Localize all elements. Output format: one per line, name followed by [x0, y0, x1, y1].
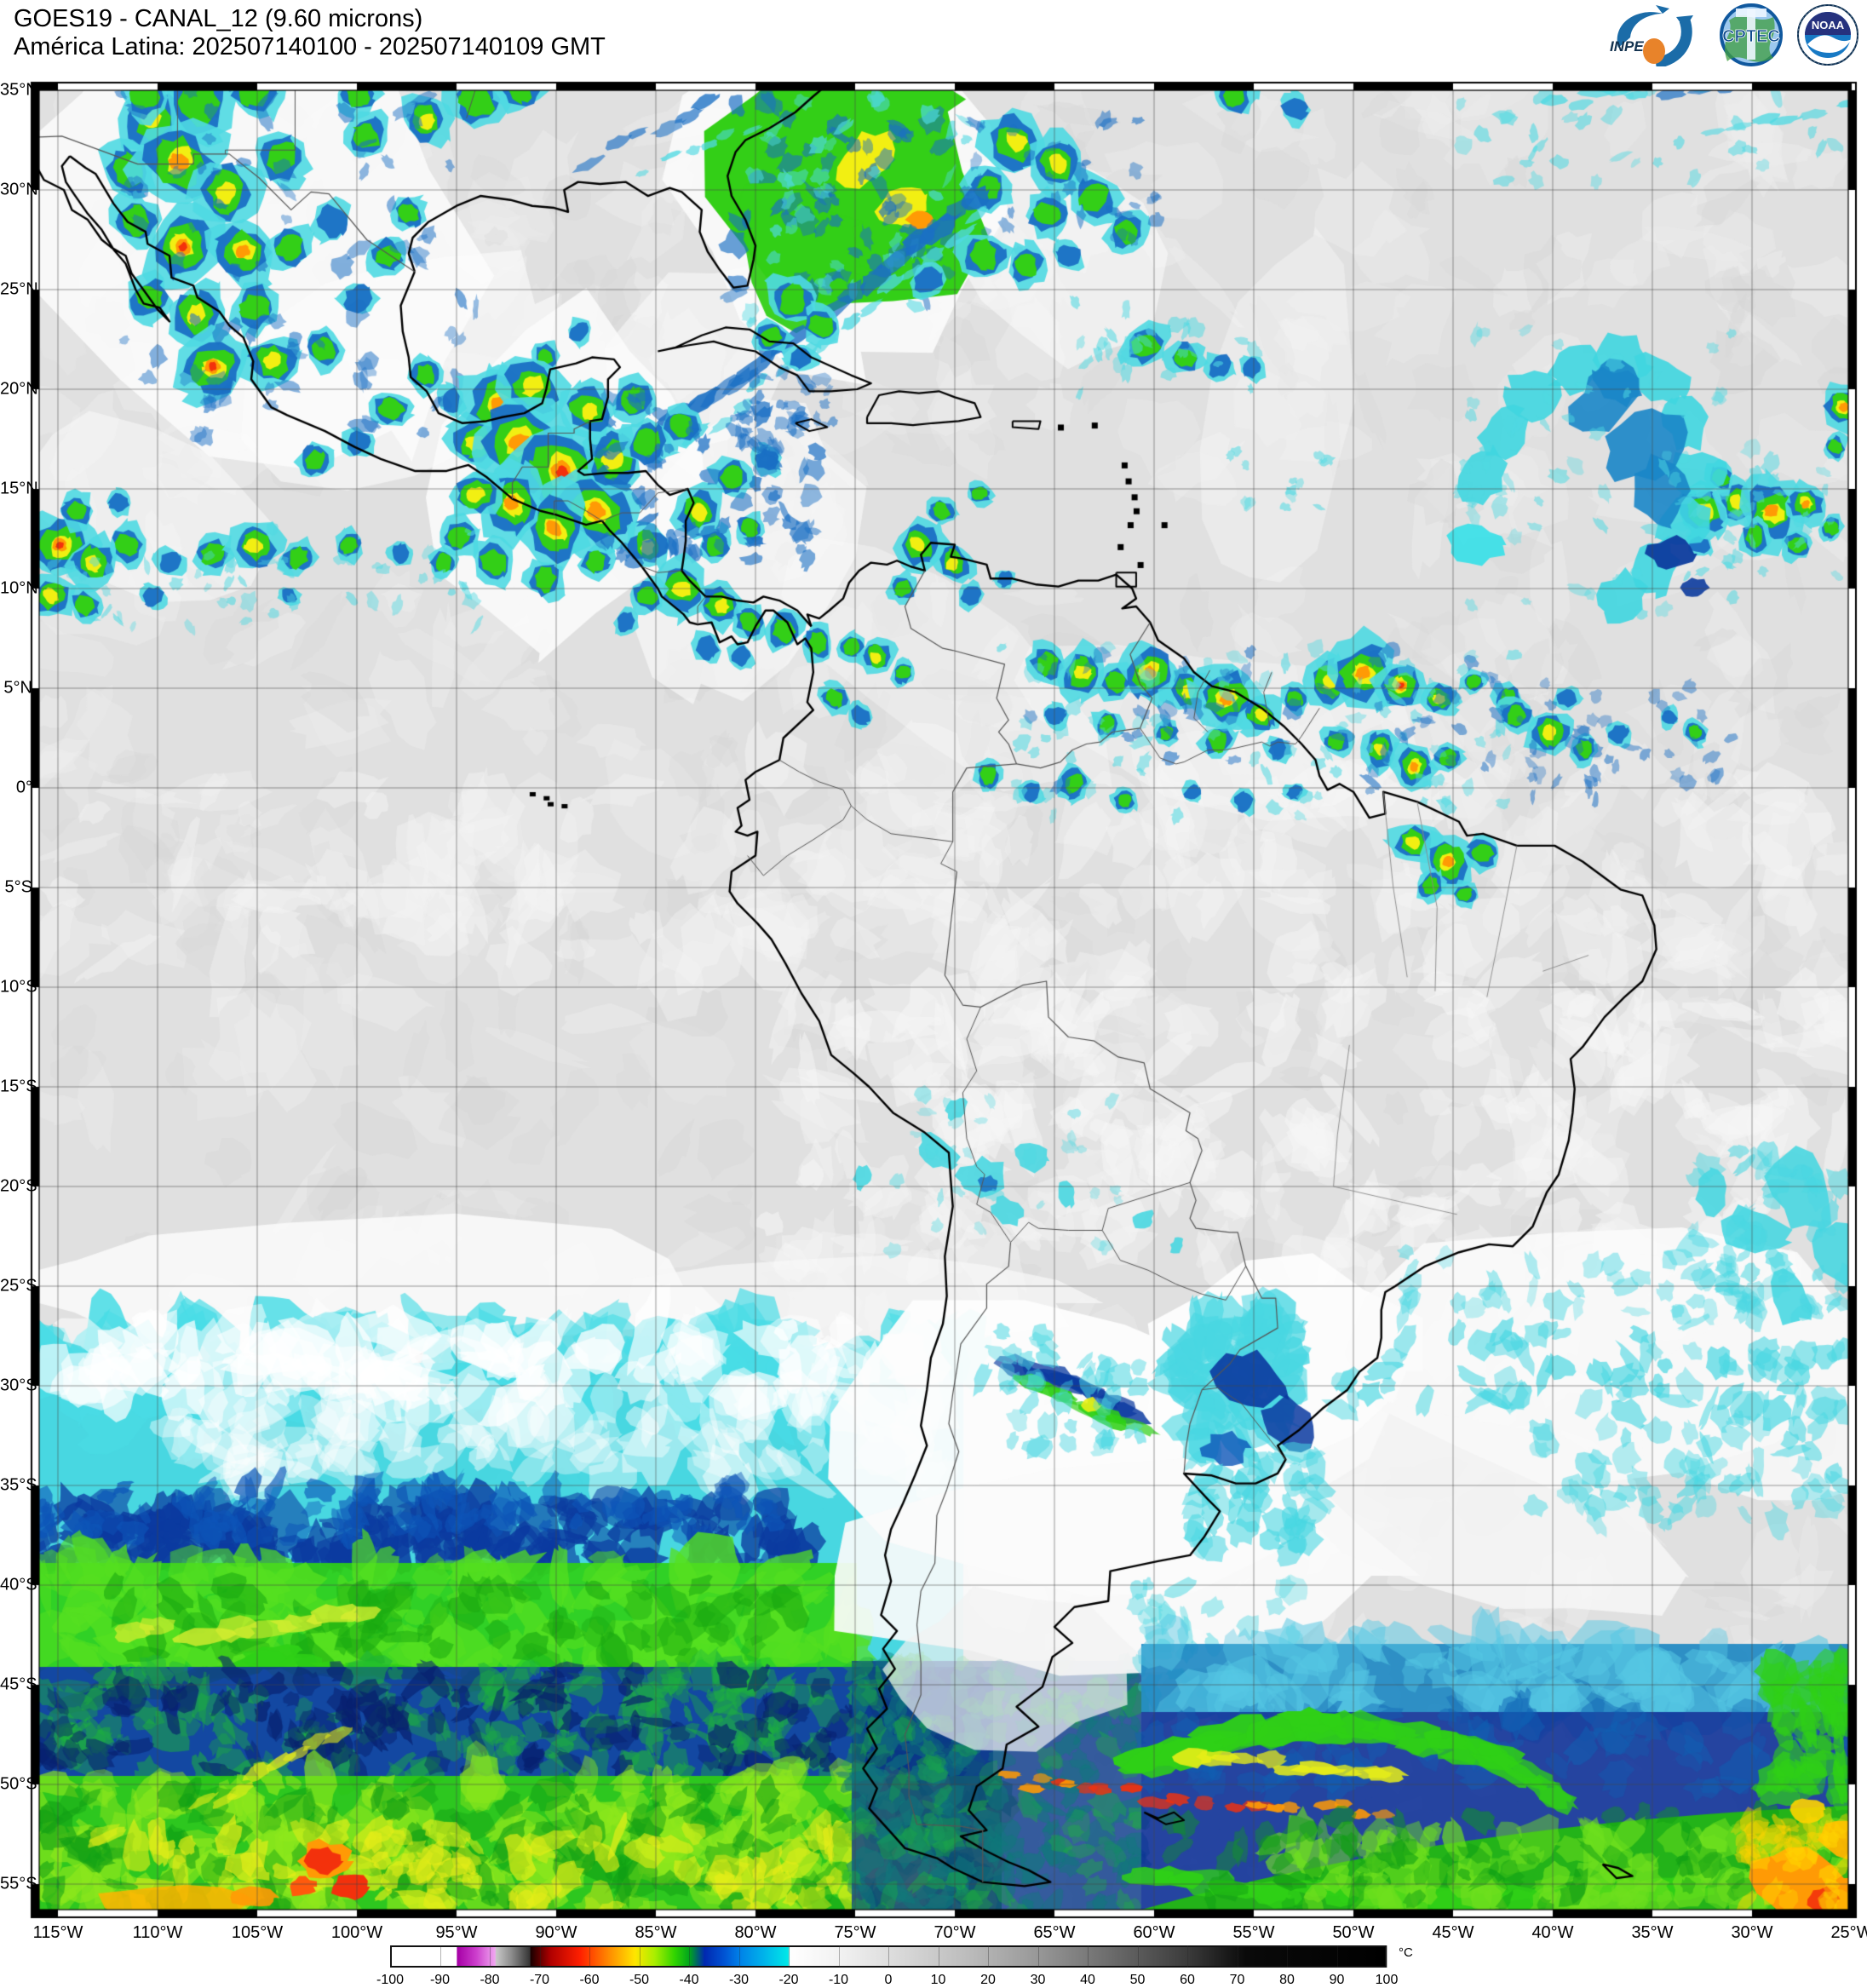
lon-label: 85°W — [635, 1923, 677, 1942]
colorbar-tick-label: 0 — [884, 1973, 893, 1987]
lon-label: 30°W — [1731, 1923, 1773, 1942]
agency-logos: INPE CPTEC NOAA — [1606, 3, 1860, 66]
colorbar-tick-label: -50 — [629, 1973, 650, 1987]
lon-label: 75°W — [834, 1923, 876, 1942]
colorbar-tick-label: 40 — [1080, 1973, 1095, 1987]
product-time-range: América Latina: 202507140100 - 202507140… — [14, 33, 606, 60]
lon-label: 80°W — [734, 1923, 777, 1942]
lat-label: 5°N — [3, 678, 32, 698]
lon-label: 25°W — [1830, 1923, 1867, 1942]
colorbar-tick — [838, 1945, 840, 1968]
lon-label: 65°W — [1033, 1923, 1076, 1942]
lon-label: 100°W — [330, 1923, 383, 1942]
colorbar-tick-label: 30 — [1030, 1973, 1046, 1987]
lat-label: 15°S — [0, 1077, 37, 1096]
colorbar-tick — [1088, 1945, 1089, 1968]
colorbar-gradient — [390, 1945, 1387, 1968]
lat-label: 35°N — [0, 80, 38, 100]
lon-label: 55°W — [1232, 1923, 1275, 1942]
colorbar-tick-label: -100 — [376, 1973, 405, 1987]
colorbar-tick — [1137, 1945, 1139, 1968]
colorbar-tick-label: -30 — [728, 1973, 750, 1987]
lat-label: 0° — [15, 778, 32, 797]
temperature-colorbar: -100 -90 -80 -70 -60 -50 -40 -30 -20 -10 0 10 20 30 40… — [376, 1945, 1413, 1987]
colorbar-tick-label: 50 — [1129, 1973, 1146, 1987]
lat-label: 30°N — [0, 180, 38, 199]
title-block: GOES19 - CANAL_12 (9.60 microns) América… — [14, 5, 606, 61]
lat-label: 10°N — [0, 578, 38, 598]
colorbar-tick-label: 80 — [1279, 1973, 1295, 1987]
colorbar-tick — [738, 1945, 740, 1968]
lat-label: 25°S — [0, 1276, 37, 1296]
product-title: GOES19 - CANAL_12 (9.60 microns) — [14, 5, 423, 32]
colorbar-unit: °C — [1399, 1945, 1413, 1960]
lat-label: 25°N — [0, 279, 38, 299]
lat-label: 5°S — [4, 877, 32, 897]
colorbar-tick — [539, 1945, 541, 1968]
colorbar-tick-label: -10 — [828, 1973, 849, 1987]
lon-label: 110°W — [132, 1923, 183, 1942]
colorbar-tick-label: -20 — [778, 1973, 799, 1987]
colorbar-tick-label: 70 — [1229, 1973, 1245, 1987]
lat-label: 20°S — [0, 1176, 37, 1196]
colorbar-tick — [639, 1945, 641, 1968]
lat-label: 10°S — [0, 977, 37, 997]
colorbar-tick — [988, 1945, 989, 1968]
colorbar-tick-label: 100 — [1375, 1973, 1399, 1987]
colorbar-tick-label: 20 — [980, 1973, 996, 1987]
lat-label: 35°S — [0, 1475, 37, 1495]
colorbar-tick — [1187, 1945, 1188, 1968]
colorbar-tick-label: -40 — [679, 1973, 699, 1987]
lon-label: 95°W — [435, 1923, 478, 1942]
lat-label: 20°N — [0, 379, 38, 399]
colorbar-tick — [439, 1945, 441, 1968]
colorbar-tick — [1287, 1945, 1288, 1968]
colorbar-tick — [390, 1945, 391, 1968]
colorbar-tick — [689, 1945, 690, 1968]
colorbar-tick — [1037, 1945, 1039, 1968]
cptec-logo-label: CPTEC — [1722, 27, 1780, 46]
lat-label: 45°S — [0, 1675, 37, 1694]
lon-label: 45°W — [1432, 1923, 1474, 1942]
colorbar-tick-label: -90 — [429, 1973, 451, 1987]
lat-label: 50°S — [0, 1774, 37, 1794]
colorbar-tick-label: 60 — [1180, 1973, 1195, 1987]
colorbar-tick — [789, 1945, 790, 1968]
lat-label: 40°S — [0, 1575, 37, 1594]
inpe-logo: INPE — [1610, 5, 1693, 66]
colorbar-tick — [490, 1945, 491, 1968]
colorbar-tick — [589, 1945, 590, 1968]
lon-label: 50°W — [1332, 1923, 1375, 1942]
colorbar-tick-label: -70 — [529, 1973, 550, 1987]
lon-label: 105°W — [231, 1923, 284, 1942]
lon-label: 60°W — [1133, 1923, 1175, 1942]
colorbar-tick-label: 10 — [930, 1973, 946, 1987]
noaa-logo: NOAA — [1797, 4, 1858, 66]
lat-label: 15°N — [0, 479, 38, 498]
lon-label: 35°W — [1631, 1923, 1674, 1942]
colorbar-tick-label: 90 — [1329, 1973, 1345, 1987]
colorbar-tick-label: -80 — [480, 1973, 500, 1987]
lat-label: 30°S — [0, 1376, 37, 1395]
lon-label: 115°W — [32, 1923, 83, 1942]
colorbar-tick — [888, 1945, 889, 1968]
lon-label: 40°W — [1531, 1923, 1574, 1942]
noaa-logo-label: NOAA — [1812, 19, 1845, 32]
lon-label: 70°W — [934, 1923, 976, 1942]
lon-label: 90°W — [535, 1923, 577, 1942]
colorbar-tick — [1336, 1945, 1338, 1968]
lat-label: 55°S — [0, 1874, 37, 1893]
colorbar-tick-label: -60 — [579, 1973, 600, 1987]
inpe-logo-label: INPE — [1610, 38, 1644, 55]
cptec-logo: CPTEC — [1720, 3, 1783, 66]
